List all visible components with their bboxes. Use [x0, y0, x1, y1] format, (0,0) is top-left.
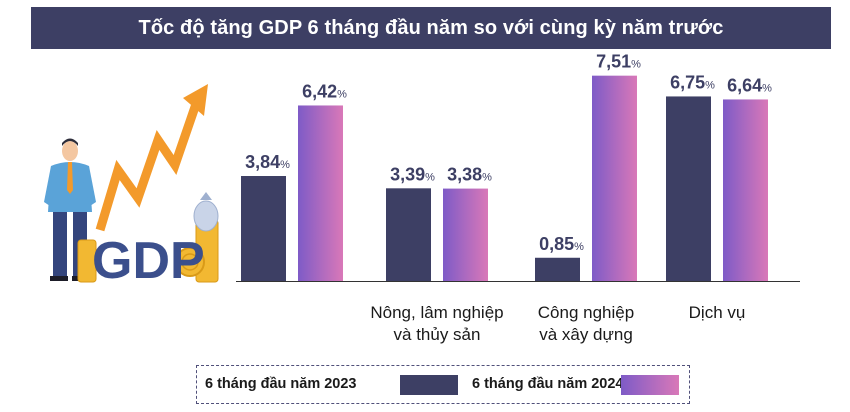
- category-label-1: Nông, lâm nghiệp và thủy sản: [370, 303, 503, 344]
- bar-2023-0: [241, 176, 286, 281]
- chart-title: Tốc độ tăng GDP 6 tháng đầu năm so với c…: [138, 16, 724, 39]
- legend-label-2023: 6 tháng đầu năm 2023: [205, 376, 357, 392]
- bar-2024-1: [443, 188, 488, 281]
- bar-2024-0: [298, 105, 343, 281]
- bar-2023-3: [666, 96, 711, 281]
- money-bag-icon: [193, 192, 219, 232]
- gdp-bar-chart: GDP 3,84% 6,42% 3,39% 3,38% Nông, lâm nghiệp…: [44, 52, 800, 344]
- gdp-illustration: GDP: [44, 84, 219, 290]
- data-label-2023-3: 6,75%: [670, 72, 715, 92]
- category-label-2: Công nghiệp và xây dựng: [538, 303, 634, 344]
- legend-swatch-2023: [400, 375, 458, 395]
- bar-2023-2: [535, 257, 580, 281]
- bar-2024-2: [592, 75, 637, 281]
- legend-swatch-2024: [621, 375, 679, 395]
- data-label-2023-2: 0,85%: [539, 234, 584, 254]
- data-label-2024-3: 6,64%: [727, 75, 772, 95]
- data-label-2023-0: 3,84%: [245, 152, 290, 172]
- data-label-2024-0: 6,42%: [302, 81, 347, 101]
- plot-area: 3,84% 6,42% 3,39% 3,38% Nông, lâm nghiệp và t…: [236, 52, 800, 344]
- data-label-2024-1: 3,38%: [447, 165, 492, 185]
- legend: 6 tháng đầu năm 2023 6 tháng đầu năm 202…: [196, 365, 690, 404]
- legend-label-2024: 6 tháng đầu năm 2024: [472, 376, 624, 392]
- data-label-2023-1: 3,39%: [390, 164, 435, 184]
- title-banner: Tốc độ tăng GDP 6 tháng đầu năm so với c…: [31, 7, 831, 49]
- category-label-3: Dịch vụ: [689, 303, 746, 322]
- data-label-2024-2: 7,51%: [596, 52, 641, 72]
- bar-2024-3: [723, 99, 768, 282]
- rising-arrow-icon: [95, 84, 208, 232]
- gdp-letters: GDP: [92, 232, 205, 290]
- coin-stack-icon: [77, 219, 219, 283]
- bar-2023-1: [386, 188, 431, 281]
